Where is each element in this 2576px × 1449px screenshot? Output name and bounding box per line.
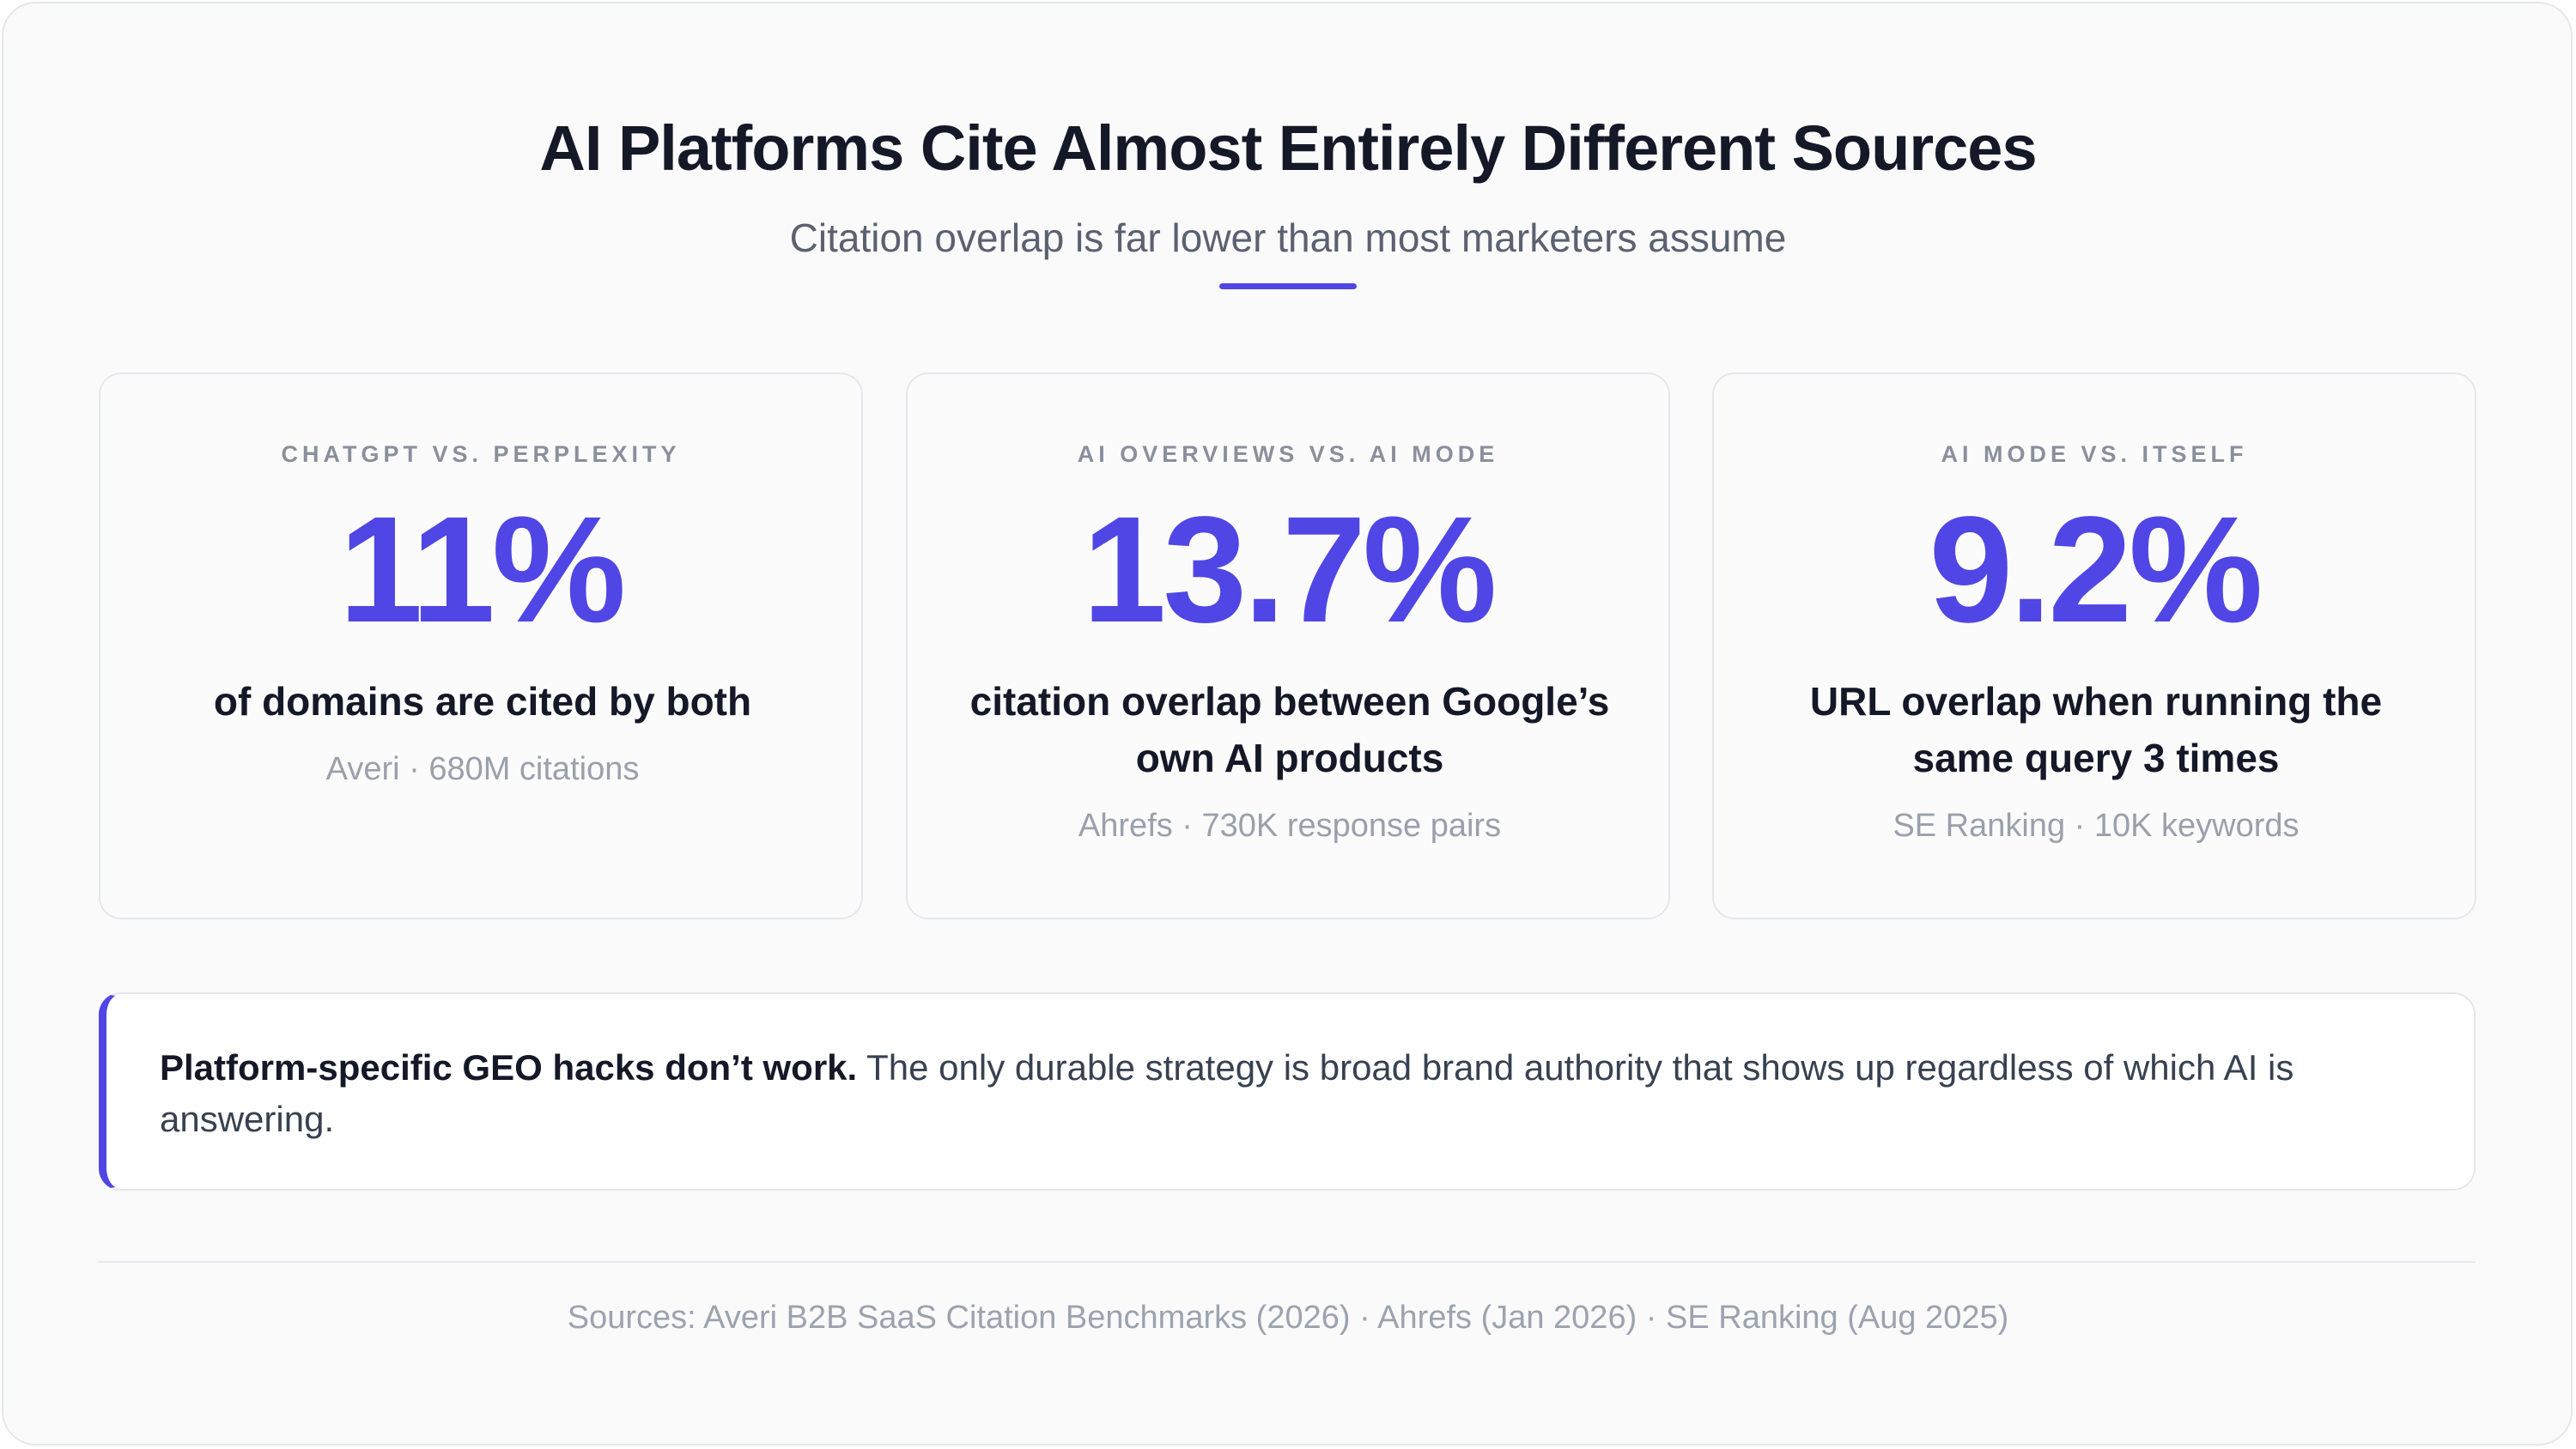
title-underline xyxy=(1219,283,1357,289)
card-description-text: URL overlap when running the same query … xyxy=(1809,679,2383,780)
callout-emphasis: Platform-specific GEO hacks don’t work. xyxy=(160,1047,858,1088)
card-description-text: citation overlap between Google’s own AI… xyxy=(969,679,1610,780)
card-stat: 9.2% xyxy=(1929,486,2263,654)
subtitle: Citation overlap is far lower than most … xyxy=(789,215,1787,260)
card-source: Averi · 680M citations xyxy=(325,751,640,787)
card-stat: 11% xyxy=(338,486,627,654)
stat-card: CHATGPT VS. PERPLEXITY 11% of domains ar… xyxy=(99,373,863,919)
card-label: CHATGPT VS. PERPLEXITY xyxy=(281,441,681,467)
card-description: of domains are cited by both Averi · 680… xyxy=(152,673,813,790)
card-source: SE Ranking · 10K keywords xyxy=(1893,808,2300,844)
card-label: AI MODE VS. ITSELF xyxy=(1941,441,2248,467)
title: AI Platforms Cite Almost Entirely Differ… xyxy=(539,112,2037,184)
stat-card: AI MODE VS. ITSELF 9.2% URL overlap when… xyxy=(1712,373,2476,919)
footer-sources: Sources: Averi B2B SaaS Citation Benchma… xyxy=(567,1300,2009,1336)
card-label: AI OVERVIEWS VS. AI MODE xyxy=(1077,441,1499,467)
callout-text: The only durable strategy is broad brand… xyxy=(160,1047,2294,1139)
card-stat: 13.7% xyxy=(1082,486,1497,654)
callout: Platform-specific GEO hacks don’t work. … xyxy=(99,992,2476,1191)
card-description: URL overlap when running the same query … xyxy=(1765,673,2427,846)
card-source: Ahrefs · 730K response pairs xyxy=(1078,808,1502,844)
divider xyxy=(99,1261,2476,1263)
card-description-text: of domains are cited by both xyxy=(213,679,752,724)
card-description: citation overlap between Google’s own AI… xyxy=(959,673,1620,846)
stat-card: AI OVERVIEWS VS. AI MODE 13.7% citation … xyxy=(906,373,1670,919)
